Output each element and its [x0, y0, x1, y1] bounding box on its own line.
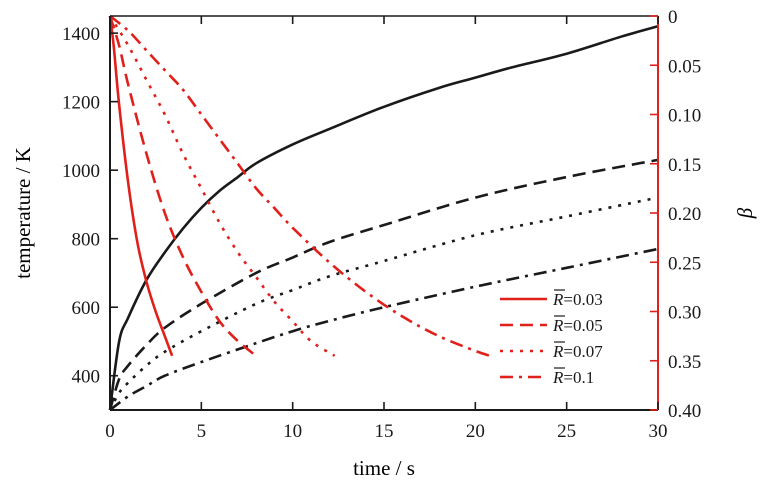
- plot-area: [108, 14, 659, 412]
- legend-label: R=0.07: [552, 342, 603, 361]
- axes: 0 5 10 15 20 25 30 400 600 800 1000 1200 1400 0 0.05 0.…: [62, 7, 701, 442]
- right-y-axis-label: β: [733, 207, 757, 219]
- legend-label: R=0.1: [552, 368, 594, 387]
- legend-symbol: R: [552, 316, 564, 335]
- right-y-tick-label: 0.10: [668, 106, 701, 127]
- right-y-tick-label: 0.30: [668, 303, 701, 324]
- right-y-tick-label: 0.15: [668, 155, 701, 176]
- beta-line-R-0.07: [108, 15, 336, 357]
- left-y-tick-label: 1000: [62, 161, 100, 182]
- x-tick-label: 20: [466, 421, 485, 442]
- x-tick-label: 30: [649, 421, 668, 442]
- x-tick-label: 5: [197, 421, 207, 442]
- legend-value: =0.03: [563, 290, 602, 309]
- right-y-tick-label: 0: [668, 7, 678, 28]
- left-y-tick-label: 800: [72, 230, 101, 251]
- legend-value: =0.07: [563, 342, 603, 361]
- x-tick-label: 25: [557, 421, 576, 442]
- beta-line-R-0.05: [108, 15, 257, 357]
- x-tick-label: 15: [375, 421, 394, 442]
- right-y-tick-label: 0.05: [668, 56, 701, 77]
- left-y-tick-label: 600: [72, 298, 101, 319]
- legend-value: =0.1: [563, 368, 594, 387]
- legend-value: =0.05: [563, 316, 602, 335]
- legend-entry: R=0.05: [500, 315, 603, 335]
- legend-entry: R=0.1: [500, 367, 594, 387]
- left-y-tick-label: 1400: [62, 24, 100, 45]
- legend-symbol: R: [552, 342, 564, 361]
- beta-lines: [108, 14, 491, 358]
- beta-line-R-0.1: [109, 14, 491, 358]
- left-y-tick-label: 1200: [62, 93, 100, 114]
- legend-symbol: R: [552, 290, 564, 309]
- legend: R=0.03R=0.05R=0.07R=0.1: [500, 289, 603, 387]
- legend-symbol: R: [552, 368, 564, 387]
- legend-label: R=0.05: [552, 316, 603, 335]
- beta-line-R-0.03: [108, 15, 174, 357]
- legend-entry: R=0.07: [500, 341, 603, 361]
- right-y-tick-label: 0.25: [668, 253, 701, 274]
- left-y-axis-label: temperature / K: [11, 147, 35, 279]
- temperature-line-R-0.1: [109, 247, 659, 412]
- x-tick-label: 0: [105, 421, 115, 442]
- legend-label: R=0.03: [552, 290, 603, 309]
- x-tick-label: 10: [283, 421, 302, 442]
- right-y-tick-label: 0.40: [668, 401, 701, 422]
- legend-entry: R=0.03: [500, 289, 603, 309]
- right-y-tick-label: 0.20: [668, 204, 701, 225]
- right-y-tick-label: 0.35: [668, 352, 701, 373]
- x-axis-label: time / s: [353, 456, 415, 480]
- temperature-line-R-0.05: [108, 158, 659, 411]
- temperature-line-R-0.07: [108, 196, 659, 411]
- left-y-tick-label: 400: [72, 367, 101, 388]
